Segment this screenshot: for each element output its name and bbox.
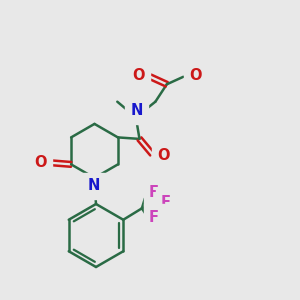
Text: F: F (149, 210, 159, 225)
Text: O: O (132, 68, 144, 83)
Text: O: O (189, 68, 202, 83)
Text: N: N (88, 178, 100, 193)
Text: N: N (130, 103, 143, 118)
Text: O: O (158, 148, 170, 163)
Text: O: O (34, 155, 46, 170)
Text: F: F (161, 195, 171, 210)
Text: F: F (149, 185, 159, 200)
